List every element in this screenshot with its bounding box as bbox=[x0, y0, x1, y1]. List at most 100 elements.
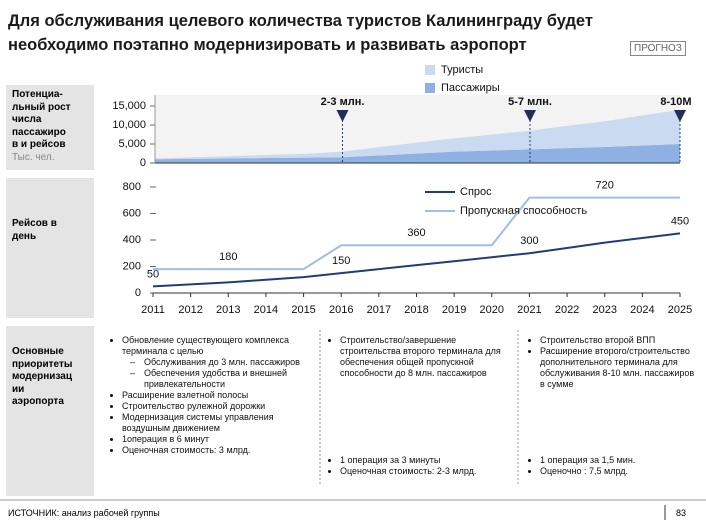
marker-label: 8-10М bbox=[660, 96, 691, 108]
priority-column: Обновление существующего комплекса терми… bbox=[112, 335, 312, 456]
line bbox=[152, 232, 681, 288]
side-label: Основные приоритеты модернизац ии аэропорта bbox=[6, 326, 94, 496]
priority-bottom: 1 операция за 3 минутыОценочная стоимост… bbox=[330, 455, 510, 477]
bullet-item: Обновление существующего комплекса терми… bbox=[122, 335, 312, 390]
bullet-text: 1операция в 6 минут bbox=[122, 434, 210, 444]
bullet-text: Оценочная стоимость: 3 млрд. bbox=[122, 445, 251, 455]
side-label-line: льный рост bbox=[12, 101, 71, 113]
bullet-text: Расширение взлетной полосы bbox=[122, 390, 249, 400]
marker-label: 2-3 млн. bbox=[321, 96, 365, 108]
priority-bottom: 1 операция за 1,5 мин.Оценочно : 7,5 млр… bbox=[530, 455, 698, 477]
side-label-line: в и рейсов bbox=[12, 139, 66, 150]
legend-label: Спрос bbox=[460, 186, 492, 198]
bullet-item: Расширение второго/строительство дополни… bbox=[540, 346, 698, 390]
priority-column: Строительство/завершение строительства в… bbox=[330, 335, 510, 379]
x-tick-label: 2020 bbox=[480, 304, 504, 316]
data-label: 50 bbox=[147, 268, 159, 280]
x-tick-label: 2015 bbox=[291, 304, 315, 316]
side-label-line: приоритеты bbox=[12, 358, 73, 370]
y-tick-label: 0 bbox=[135, 287, 141, 299]
y-tick-label: 0 bbox=[140, 157, 146, 169]
side-label-line: числа bbox=[12, 114, 42, 125]
y-tick-label: 10,000 bbox=[112, 119, 146, 131]
marker-triangle bbox=[674, 110, 686, 122]
side-label-line: модернизац bbox=[12, 371, 72, 382]
bullet-item: Оценочная стоимость: 2-3 млрд. bbox=[340, 466, 510, 477]
x-tick-label: 2021 bbox=[517, 304, 541, 316]
side-label: Рейсов в день bbox=[6, 178, 94, 318]
forecast-badge: ПРОГНОЗ bbox=[630, 41, 686, 56]
source: ИСТОЧНИК: анализ рабочей группы bbox=[8, 508, 160, 518]
title-line: необходимо поэтапно модернизировать и ра… bbox=[8, 36, 527, 54]
priority-column: Строительство второй ВППРасширение второ… bbox=[530, 335, 698, 390]
legend-swatch bbox=[425, 83, 435, 93]
data-label: 180 bbox=[219, 251, 237, 263]
x-tick-label: 2013 bbox=[216, 304, 240, 316]
legend-label: Пропускная способность bbox=[460, 205, 587, 217]
bullet-item: Оценочно : 7,5 млрд. bbox=[540, 466, 698, 477]
bullet-item: Оценочная стоимость: 3 млрд. bbox=[122, 445, 312, 456]
side-label-line: пассажиро bbox=[12, 126, 66, 138]
bullet-text: Расширение второго/строительство дополни… bbox=[540, 346, 695, 389]
x-tick-label: 2019 bbox=[442, 304, 466, 316]
side-label-line: аэропорта bbox=[12, 396, 64, 407]
y-tick-label: 800 bbox=[123, 181, 141, 193]
y-tick-label: 400 bbox=[123, 234, 141, 246]
bullet-item: Строительство второй ВПП bbox=[540, 335, 698, 346]
y-tick-label: 600 bbox=[123, 207, 141, 219]
bullet-item: 1 операция за 3 минуты bbox=[340, 455, 510, 466]
bullet-list: 1 операция за 1,5 мин.Оценочно : 7,5 млр… bbox=[530, 455, 698, 477]
data-label: 450 bbox=[671, 215, 689, 227]
bullet-text: Строительство второй ВПП bbox=[540, 335, 656, 345]
data-label: 300 bbox=[520, 235, 538, 247]
sub-item: Обеспечения удобства и внешней привлекат… bbox=[144, 368, 312, 390]
data-label: 150 bbox=[332, 255, 350, 267]
bullet-list: Обновление существующего комплекса терми… bbox=[112, 335, 312, 456]
marker-label: 5-7 млн. bbox=[508, 96, 552, 108]
side-label: Потенциа-льный рост числа пассажиро в и рей… bbox=[6, 85, 94, 170]
bullet-text: Обновление существующего комплекса терми… bbox=[122, 335, 290, 356]
x-tick-label: 2011 bbox=[141, 304, 165, 316]
marker-triangle bbox=[524, 110, 536, 122]
x-tick-label: 2014 bbox=[254, 304, 278, 316]
unit-label: Тыс. чел. bbox=[12, 151, 55, 163]
data-label: 360 bbox=[407, 227, 425, 239]
title-line: Для обслуживания целевого количества тур… bbox=[8, 12, 593, 30]
bullet-item: Расширение взлетной полосы bbox=[122, 390, 312, 401]
side-label-line: Основные bbox=[12, 346, 64, 357]
legend-label: Пассажиры bbox=[441, 82, 500, 94]
area bbox=[155, 109, 680, 160]
legend-swatch bbox=[425, 65, 435, 75]
marker-triangle bbox=[336, 110, 349, 122]
data-label: 720 bbox=[596, 180, 614, 192]
x-tick-label: 2022 bbox=[555, 304, 579, 316]
legend-label: Туристы bbox=[441, 64, 483, 76]
x-tick-label: 2016 bbox=[329, 304, 353, 316]
title: Для обслуживания целевого количества тур… bbox=[8, 9, 593, 57]
x-tick-label: 2025 bbox=[668, 304, 692, 316]
bullet-list: Строительство второй ВППРасширение второ… bbox=[530, 335, 698, 390]
side-label-line: Потенциа- bbox=[12, 89, 63, 100]
bullet-item: 1операция в 6 минут bbox=[122, 434, 312, 445]
x-tick-label: 2018 bbox=[404, 304, 428, 316]
bullet-item: Строительство/завершение строительства в… bbox=[340, 335, 510, 379]
bullet-item: Строительство рулежной дорожки bbox=[122, 401, 312, 412]
bullet-list: Строительство/завершение строительства в… bbox=[330, 335, 510, 379]
side-label-line: ии bbox=[12, 383, 25, 395]
bullet-text: Строительство рулежной дорожки bbox=[122, 401, 266, 411]
bullet-text: Модернизация системы управления воздушны… bbox=[122, 412, 274, 433]
bullet-list: 1 операция за 3 минутыОценочная стоимост… bbox=[330, 455, 510, 477]
y-tick-label: 15,000 bbox=[112, 100, 146, 112]
x-tick-label: 2012 bbox=[178, 304, 202, 316]
page-number: 83 bbox=[676, 508, 687, 518]
sub-item: Обслуживания до 3 млн. пассажиров bbox=[144, 357, 312, 368]
x-tick-label: 2017 bbox=[367, 304, 391, 316]
sub-list: Обслуживания до 3 млн. пассажировОбеспеч… bbox=[122, 357, 312, 390]
side-label-line: день bbox=[12, 230, 37, 242]
y-tick-label: 200 bbox=[123, 260, 141, 272]
bullet-item: Модернизация системы управления воздушны… bbox=[122, 412, 312, 434]
bullet-text: Строительство/завершение строительства в… bbox=[340, 335, 501, 378]
y-tick-label: 5,000 bbox=[118, 138, 146, 150]
